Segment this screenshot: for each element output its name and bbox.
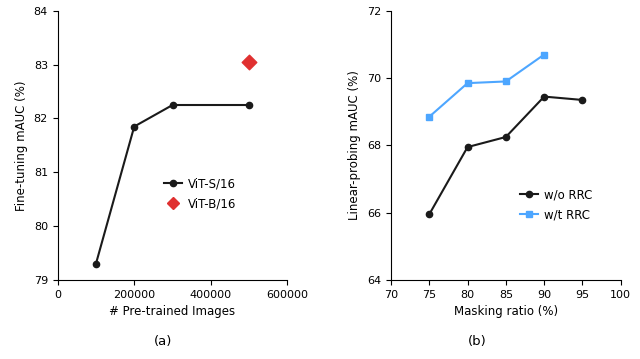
Text: (b): (b) xyxy=(467,335,486,348)
Legend: w/o RRC, w/t RRC: w/o RRC, w/t RRC xyxy=(516,183,597,226)
Point xyxy=(244,59,254,65)
Y-axis label: Fine-tuning mAUC (%): Fine-tuning mAUC (%) xyxy=(15,80,28,211)
X-axis label: Masking ratio (%): Masking ratio (%) xyxy=(454,305,558,318)
Text: (a): (a) xyxy=(154,335,172,348)
Legend: ViT-S/16, ViT-B/16: ViT-S/16, ViT-B/16 xyxy=(159,173,241,215)
X-axis label: # Pre-trained Images: # Pre-trained Images xyxy=(109,305,236,318)
Y-axis label: Linear-probing mAUC (%): Linear-probing mAUC (%) xyxy=(348,70,362,220)
